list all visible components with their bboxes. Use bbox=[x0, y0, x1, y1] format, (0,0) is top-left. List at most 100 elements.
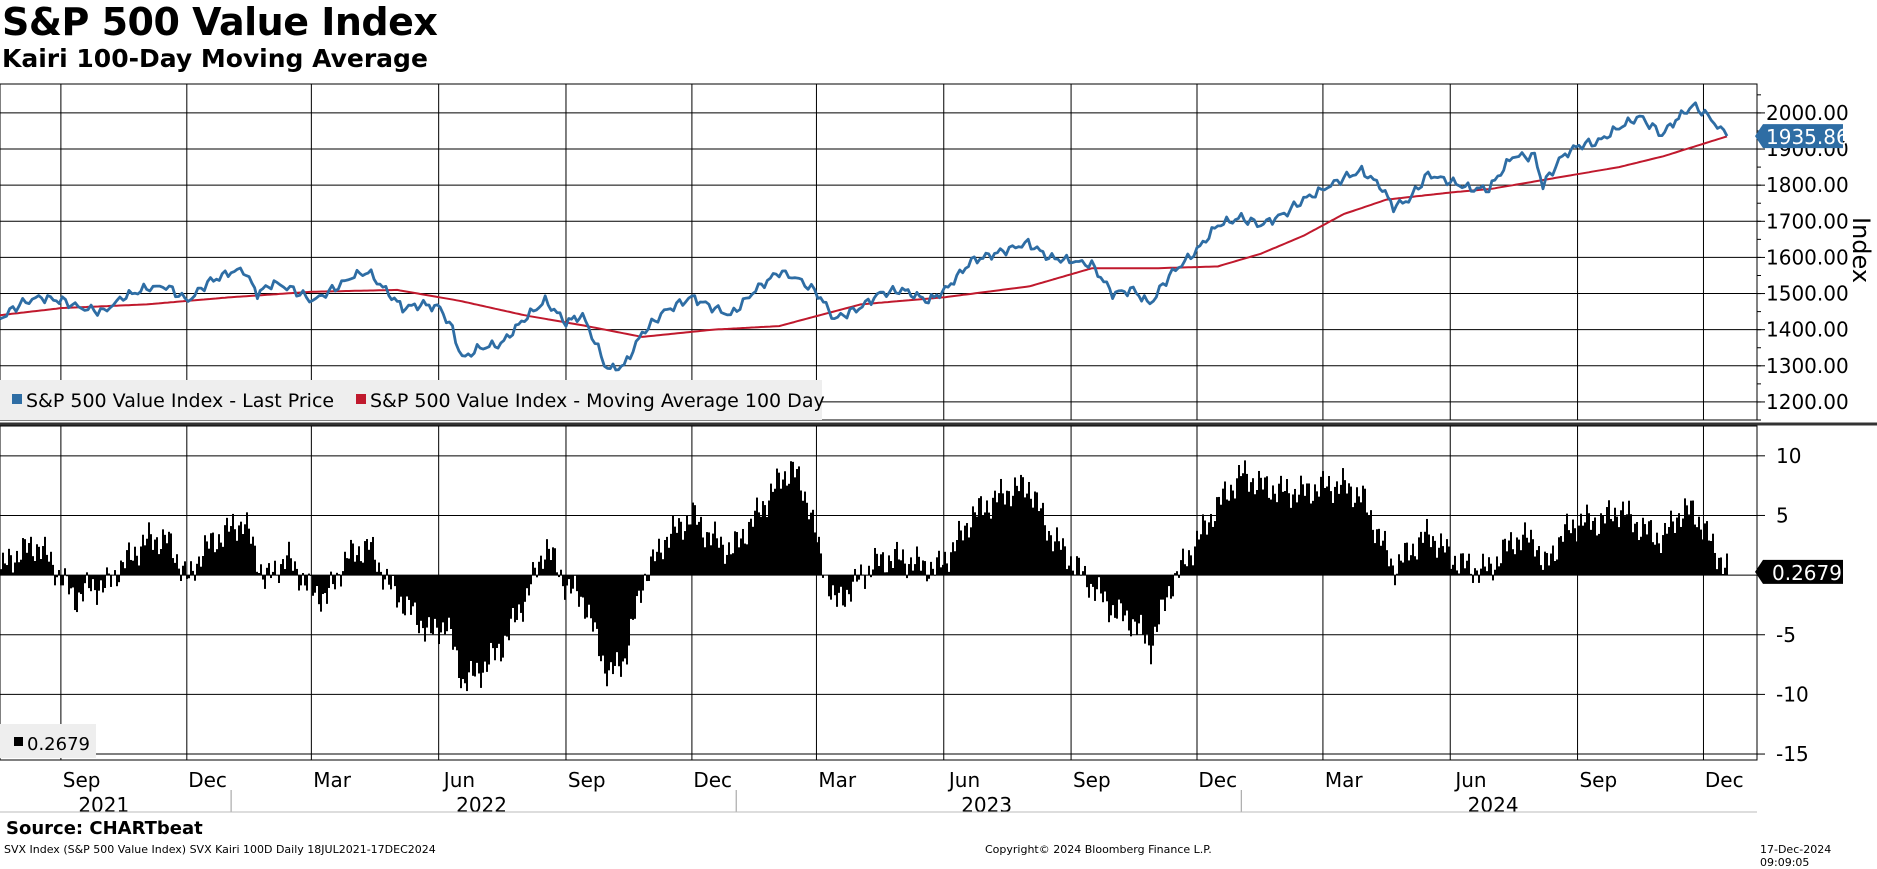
kairi-bar bbox=[886, 572, 888, 575]
kairi-bar bbox=[828, 575, 830, 596]
kairi-bar bbox=[1130, 575, 1132, 636]
kairi-bar bbox=[1148, 575, 1150, 645]
kairi-bar bbox=[342, 571, 344, 575]
kairi-bar bbox=[1300, 476, 1302, 575]
kairi-bar bbox=[768, 501, 770, 576]
kairi-bar bbox=[1648, 521, 1650, 575]
kairi-bar bbox=[660, 553, 662, 576]
kairi-bar bbox=[352, 543, 354, 575]
kairi-bar bbox=[96, 575, 98, 605]
kairi-bar bbox=[942, 565, 944, 575]
kairi-bar bbox=[436, 575, 438, 628]
kairi-bar bbox=[1592, 521, 1594, 575]
kairi-bar bbox=[652, 549, 654, 575]
kairi-bar bbox=[1692, 501, 1694, 576]
kairi-bar bbox=[1558, 537, 1560, 575]
kairi-bar bbox=[126, 550, 128, 575]
kairi-bar bbox=[238, 525, 240, 575]
kairi-bar bbox=[226, 518, 228, 575]
kairi-bar bbox=[608, 575, 610, 670]
kairi-bar bbox=[110, 575, 112, 587]
kairi-bar bbox=[990, 519, 992, 575]
x-year-label: 2024 bbox=[1468, 793, 1519, 817]
kairi-bar bbox=[1486, 571, 1488, 575]
kairi-bar bbox=[920, 571, 922, 575]
kairi-bar bbox=[1012, 496, 1014, 575]
kairi-bar bbox=[536, 575, 538, 577]
kairi-bar bbox=[1432, 536, 1434, 575]
kairi-bar bbox=[1446, 539, 1448, 575]
kairi-bar bbox=[1496, 556, 1498, 575]
kairi-bar bbox=[1674, 533, 1676, 575]
kairi-bar bbox=[222, 547, 224, 575]
kairi-bar bbox=[674, 527, 676, 575]
kairi-bar bbox=[738, 547, 740, 575]
kairi-bar bbox=[482, 575, 484, 673]
x-year-label: 2022 bbox=[456, 793, 507, 817]
kairi-bar bbox=[1396, 574, 1398, 575]
kairi-bar bbox=[1142, 575, 1144, 634]
kairi-bar bbox=[1054, 541, 1056, 575]
kairi-bar bbox=[1612, 521, 1614, 575]
kairi-bar bbox=[224, 525, 226, 575]
kairi-bar bbox=[484, 575, 486, 661]
kairi-bar bbox=[1030, 499, 1032, 575]
kairi-bar bbox=[1302, 484, 1304, 575]
kairi-bar bbox=[1540, 565, 1542, 575]
timestamp: 17-Dec-2024 09:09:05 bbox=[1760, 843, 1877, 869]
kairi-bar bbox=[1672, 521, 1674, 575]
kairi-bar bbox=[1492, 575, 1494, 580]
kairi-bar bbox=[976, 517, 978, 576]
top-ytick-label: 1200.00 bbox=[1766, 390, 1849, 414]
kairi-bar bbox=[1424, 532, 1426, 575]
kairi-bar bbox=[986, 500, 988, 575]
kairi-bar bbox=[666, 537, 668, 575]
kairi-bar bbox=[980, 496, 982, 575]
kairi-bar bbox=[724, 564, 726, 575]
kairi-bar bbox=[1462, 553, 1464, 575]
kairi-bar bbox=[470, 575, 472, 661]
kairi-bar bbox=[918, 557, 920, 575]
kairi-bar bbox=[454, 575, 456, 647]
kairi-bar bbox=[832, 575, 834, 585]
kairi-bar bbox=[792, 462, 794, 575]
top-ytick-label: 1300.00 bbox=[1766, 354, 1849, 378]
kairi-bar bbox=[1378, 529, 1380, 575]
kairi-bar bbox=[448, 575, 450, 618]
kairi-bar bbox=[1154, 575, 1156, 627]
kairi-bar bbox=[1676, 518, 1678, 576]
kairi-bar bbox=[1348, 483, 1350, 575]
kairi-bar bbox=[690, 524, 692, 575]
kairi-bar bbox=[1354, 503, 1356, 575]
kairi-bar bbox=[1512, 549, 1514, 575]
kairi-bar bbox=[1514, 554, 1516, 575]
kairi-bar bbox=[1146, 575, 1148, 634]
kairi-bar bbox=[728, 542, 730, 575]
kairi-bar bbox=[838, 575, 840, 593]
kairi-bar bbox=[1240, 476, 1242, 575]
kairi-bar bbox=[686, 516, 688, 575]
kairi-bar bbox=[210, 533, 212, 575]
x-year-label: 2021 bbox=[78, 793, 129, 817]
kairi-bar bbox=[54, 575, 56, 585]
kairi-bar bbox=[84, 575, 86, 583]
kairi-bar bbox=[1090, 575, 1092, 584]
kairi-bar bbox=[48, 562, 50, 575]
kairi-bar bbox=[304, 575, 306, 585]
kairi-bar bbox=[592, 575, 594, 632]
kairi-bar bbox=[1334, 487, 1336, 575]
kairi-bar bbox=[490, 575, 492, 643]
kairi-bar bbox=[1298, 495, 1300, 575]
kairi-bar bbox=[800, 490, 802, 575]
kairi-bar bbox=[90, 575, 92, 591]
kairi-bar bbox=[988, 513, 990, 576]
kairi-bar bbox=[774, 489, 776, 575]
kairi-bar bbox=[1714, 553, 1716, 575]
kairi-bar bbox=[684, 531, 686, 575]
kairi-bar bbox=[1282, 492, 1284, 575]
kairi-bar bbox=[284, 569, 286, 575]
kairi-bar bbox=[1686, 505, 1688, 575]
kairi-bar bbox=[1258, 471, 1260, 575]
kairi-bar bbox=[734, 531, 736, 575]
kairi-bar bbox=[62, 575, 64, 585]
